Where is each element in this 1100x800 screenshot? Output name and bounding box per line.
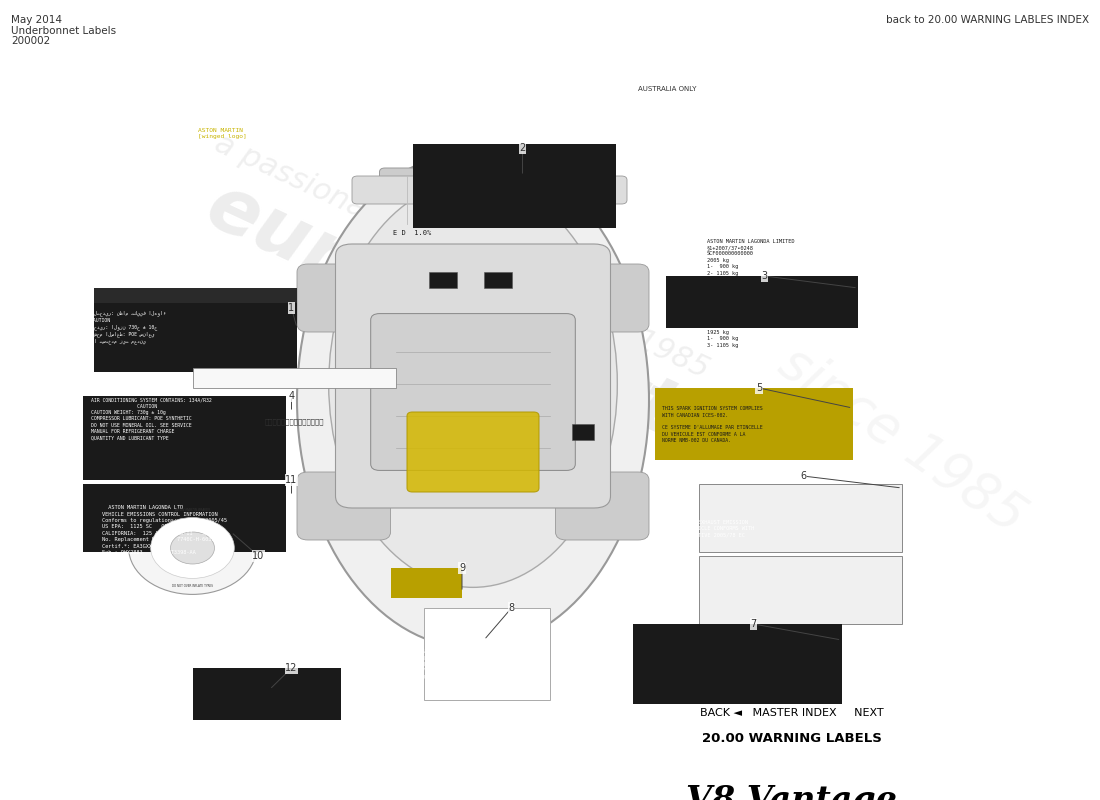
Text: 在大山被下說明話：在山区指定: 在大山被下說明話：在山区指定 [264, 418, 324, 426]
Text: May 2014: May 2014 [11, 15, 62, 26]
Bar [94, 288, 297, 372]
Bar [192, 668, 341, 720]
Bar [698, 484, 902, 552]
Text: E D  1.0%: E D 1.0% [394, 230, 431, 235]
Text: 20.00 WARNING LABELS: 20.00 WARNING LABELS [702, 732, 882, 745]
FancyBboxPatch shape [371, 314, 575, 470]
Circle shape [129, 502, 256, 594]
Text: ASTON MARTIN
[winged logo]: ASTON MARTIN [winged logo] [198, 128, 248, 139]
Text: 3: 3 [761, 271, 768, 281]
Text: ASTON MARTIN LAGONDA LTD
VEHICLE EMISSIONS CONTROL INFORMATION
Conforms to regul: ASTON MARTIN LAGONDA LTD VEHICLE EMISSIO… [101, 506, 227, 555]
Text: التحذير: نظام تكييف الهواء
CAUTION
تحذير: الوزن 730ج ± 10ج
مشحم الضاغط: POE صناع: التحذير: نظام تكييف الهواء CAUTION تحذير… [90, 310, 165, 344]
FancyBboxPatch shape [572, 424, 594, 440]
Text: WARNING: CLEAN FILLER CAP BEFORE
REMOVING. USE DOT 4 BRAKE FLUID
FROM A SEALED C: WARNING: CLEAN FILLER CAP BEFORE REMOVIN… [420, 650, 534, 693]
Bar [698, 556, 902, 624]
Text: 5: 5 [756, 383, 762, 393]
Ellipse shape [329, 181, 617, 587]
Circle shape [170, 532, 214, 564]
FancyBboxPatch shape [556, 264, 649, 332]
Bar [424, 608, 550, 700]
Text: ASTON MARTIN LAGONDA LIMITED
§1+2007/37•0245
SCF000000000000
1925 kg
1-  900 kg
: ASTON MARTIN LAGONDA LIMITED §1+2007/37•… [706, 310, 794, 347]
Text: eurocarparts: eurocarparts [195, 169, 729, 471]
Text: 11: 11 [285, 475, 298, 485]
Text: V8 Vantage: V8 Vantage [686, 784, 898, 800]
Text: AIR CONDITIONING SYSTEM CONTAINS: 134A/R32
                CAUTION
CAUTION WEIGH: AIR CONDITIONING SYSTEM CONTAINS: 134A/R… [90, 398, 211, 441]
Bar [82, 396, 286, 480]
Bar [94, 288, 297, 303]
Text: 200002: 200002 [11, 36, 51, 46]
Text: 1: 1 [288, 303, 295, 313]
Text: back to 20.00 WARNING LABLES INDEX: back to 20.00 WARNING LABLES INDEX [886, 15, 1089, 26]
Text: a passionate about cars since 1985: a passionate about cars since 1985 [210, 128, 714, 384]
FancyBboxPatch shape [352, 176, 434, 204]
Bar [82, 484, 286, 552]
Text: since 1985: since 1985 [769, 336, 1035, 544]
Text: ASTON MARTIN
HANDBUILT
IN ENGLAND
FULL INSPECTION W: ASTON MARTIN HANDBUILT IN ENGLAND FULL I… [429, 185, 482, 215]
Text: ASTON MARTIN LAGONDA LIMITED
§1+2007/37•0248
SCF000000000000
2005 kg
1-  900 kg
: ASTON MARTIN LAGONDA LIMITED §1+2007/37•… [706, 238, 794, 275]
Text: 9: 9 [459, 563, 465, 573]
Text: 7: 7 [750, 619, 757, 629]
Bar [192, 368, 396, 388]
FancyBboxPatch shape [544, 176, 627, 204]
Bar [654, 388, 852, 460]
FancyBboxPatch shape [556, 472, 649, 540]
Text: APPROVAL NO.      CATEGORY
Code    VIN          Route
THIS VEHICLE WAS MANUFACTU: APPROVAL NO. CATEGORY Code VIN Route THI… [641, 170, 733, 213]
FancyBboxPatch shape [407, 412, 539, 492]
FancyBboxPatch shape [336, 244, 610, 508]
Text: THIS SPARK IGNITION SYSTEM COMPLIES
WITH CANADIAN ICES-002.

CE SYSTEME D'ALLUMA: THIS SPARK IGNITION SYSTEM COMPLIES WITH… [662, 406, 763, 443]
FancyBboxPatch shape [297, 472, 390, 540]
Text: 12: 12 [285, 663, 298, 673]
Text: 4: 4 [288, 391, 295, 401]
Text: 2: 2 [519, 143, 526, 153]
Text: BACK ◄   MASTER INDEX     NEXT: BACK ◄ MASTER INDEX NEXT [701, 708, 883, 718]
Circle shape [151, 518, 234, 578]
Text: Underbonnet Labels: Underbonnet Labels [11, 26, 117, 35]
FancyBboxPatch shape [429, 272, 456, 288]
FancyBboxPatch shape [484, 272, 512, 288]
Text: VEHICLE EXHAUST EMISSION
THIS VEHICLE CONFORMS WITH
EC DIRECTIVE 2005/78 EC
VCA,: VEHICLE EXHAUST EMISSION THIS VEHICLE CO… [673, 520, 755, 544]
Bar [412, 144, 616, 228]
Text: 8: 8 [508, 603, 515, 613]
Text: DO NOT OVER INFLATE TYRES: DO NOT OVER INFLATE TYRES [172, 585, 213, 589]
FancyBboxPatch shape [379, 168, 566, 200]
Text: AUSTRALIA ONLY: AUSTRALIA ONLY [638, 86, 696, 92]
Bar [666, 276, 858, 328]
Ellipse shape [297, 152, 649, 648]
Text: ASTON MARTIN BRAKES: ASTON MARTIN BRAKES [175, 508, 210, 512]
Bar [632, 624, 842, 704]
FancyBboxPatch shape [297, 264, 390, 332]
Text: 6: 6 [800, 471, 806, 481]
Text: 10: 10 [252, 551, 265, 561]
Bar [390, 568, 462, 598]
